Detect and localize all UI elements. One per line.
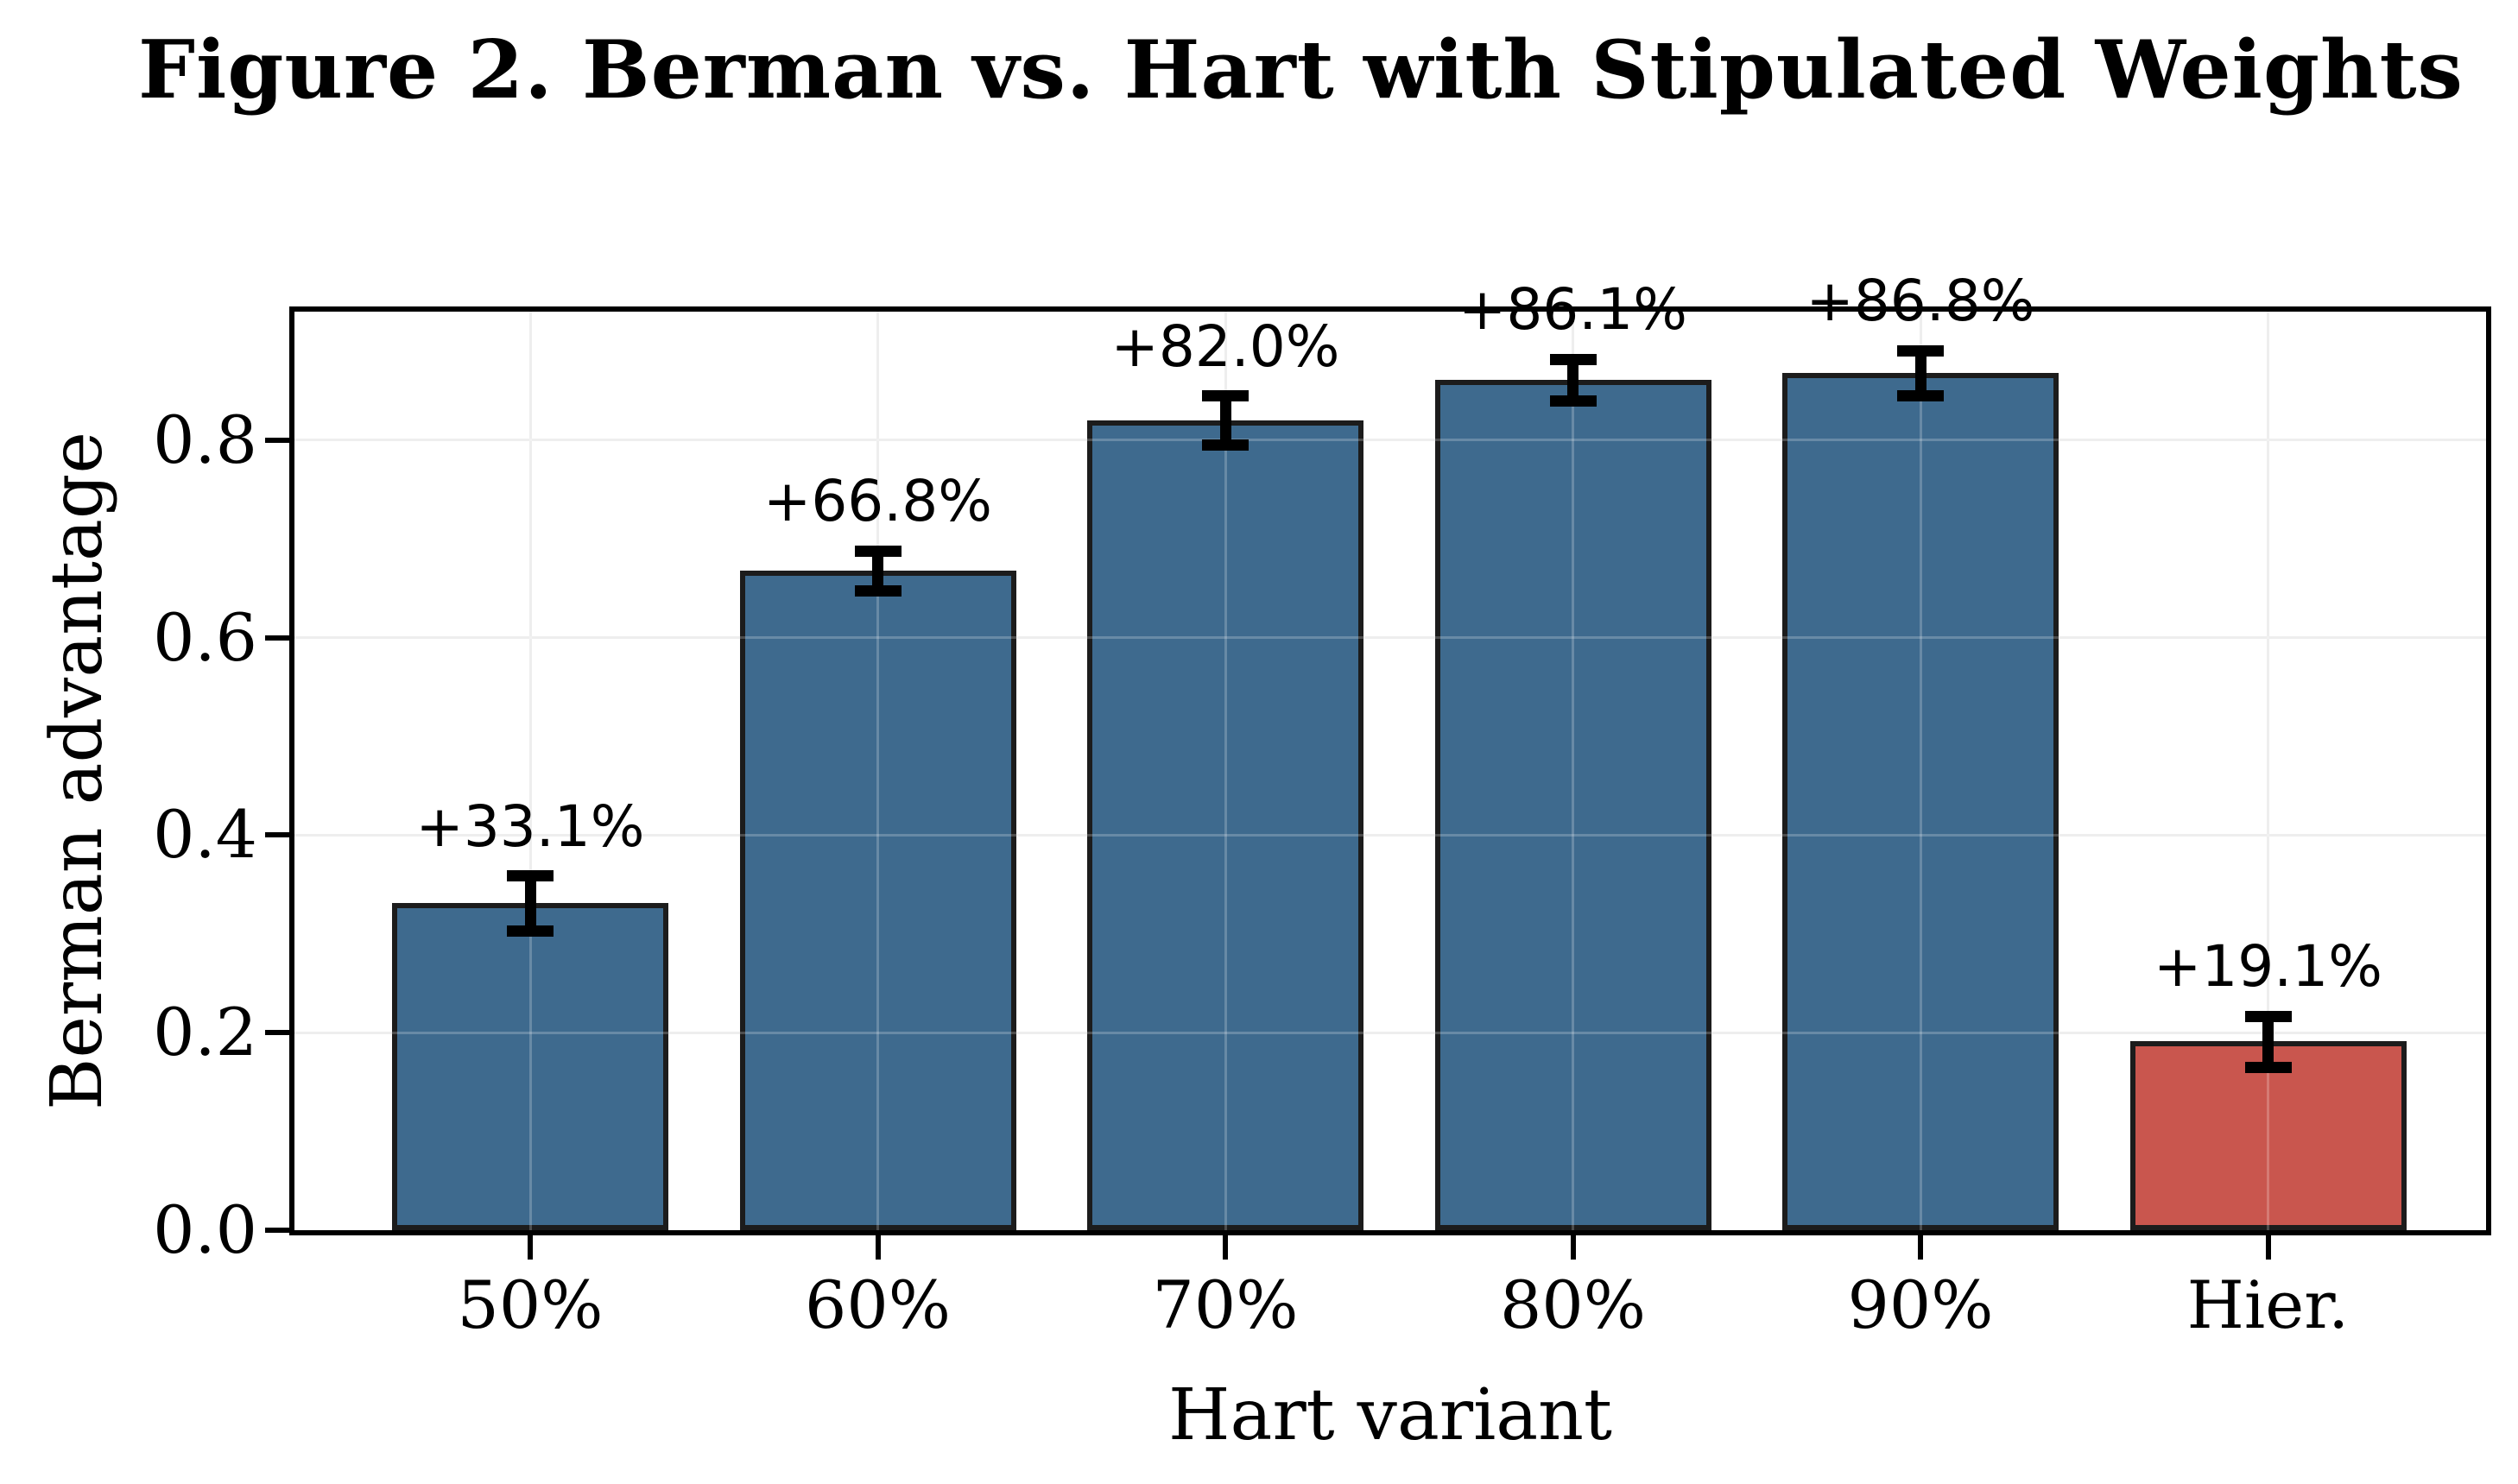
y-tick-label: 0.0 xyxy=(153,1191,257,1268)
chart-title: Figure 2. Berman vs. Hart with Stipulate… xyxy=(138,22,2464,117)
v-gridline-overlay xyxy=(528,312,532,1230)
x-tick-label: 50% xyxy=(457,1266,604,1343)
errorbar-cap-top xyxy=(507,870,554,882)
x-tick-mark xyxy=(1570,1235,1576,1260)
bar-60 xyxy=(739,571,1016,1230)
bar-70 xyxy=(1087,420,1363,1230)
h-gridline xyxy=(294,636,2486,640)
bar-50 xyxy=(392,903,668,1230)
v-gridline-overlay xyxy=(876,312,879,1230)
bar-value-label: +66.8% xyxy=(763,468,992,535)
errorbar-cap-bottom xyxy=(507,925,554,938)
v-gridline-overlay xyxy=(1572,312,1574,1230)
errorbar xyxy=(1914,350,1926,396)
v-gridline-overlay xyxy=(2267,312,2269,1230)
h-gridline xyxy=(294,439,2486,442)
h-gridline xyxy=(294,833,2486,837)
x-axis-label: Hart variant xyxy=(1168,1374,1612,1456)
plot-inner: +33.1% +66.8% +82.0% +86.1% +86.8% +19.1% xyxy=(294,269,2486,1230)
x-tick-label: 70% xyxy=(1152,1266,1299,1343)
errorbar xyxy=(1567,358,1578,401)
y-tick-mark xyxy=(265,437,289,443)
bar-90 xyxy=(1782,373,2059,1230)
bar-80 xyxy=(1434,380,1711,1230)
x-tick-label: 80% xyxy=(1500,1266,1646,1343)
x-tick-mark xyxy=(1918,1235,1923,1260)
h-gridline-overlay xyxy=(294,1031,2486,1034)
y-tick-label: 0.2 xyxy=(153,994,257,1071)
h-gridline-overlay xyxy=(294,833,2486,837)
y-tick-mark xyxy=(265,635,289,641)
y-tick-label: 0.6 xyxy=(153,598,257,676)
bar-value-label: +19.1% xyxy=(2154,933,2382,1001)
errorbar-cap-top xyxy=(854,545,902,557)
errorbar-cap-bottom xyxy=(854,584,902,597)
x-tick-mark xyxy=(528,1235,533,1260)
errorbar xyxy=(872,550,883,590)
errorbar-cap-top xyxy=(1897,344,1944,357)
x-tick-label: 60% xyxy=(805,1266,951,1343)
bar-value-label: +82.0% xyxy=(1110,313,1340,380)
bar-value-label: +86.8% xyxy=(1806,268,2035,335)
errorbar-cap-bottom xyxy=(2244,1062,2292,1074)
errorbar xyxy=(1219,395,1231,445)
x-tick-label: Hier. xyxy=(2186,1266,2350,1343)
h-gridline-overlay xyxy=(294,439,2486,442)
errorbar-cap-bottom xyxy=(1549,395,1597,407)
v-gridline-overlay xyxy=(1919,312,1922,1230)
bar-value-label: +86.1% xyxy=(1458,276,1687,344)
v-gridline xyxy=(528,312,532,1230)
plot-area: +33.1% +66.8% +82.0% +86.1% +86.8% +19.1% xyxy=(289,269,2491,1235)
h-gridline-overlay xyxy=(294,636,2486,640)
x-tick-label: 90% xyxy=(1847,1266,1994,1343)
h-gridline xyxy=(294,1031,2486,1034)
y-tick-mark xyxy=(265,1228,289,1233)
y-tick-label: 0.4 xyxy=(153,796,257,874)
y-tick-mark xyxy=(265,1030,289,1036)
errorbar xyxy=(2262,1015,2274,1068)
y-tick-label: 0.8 xyxy=(153,401,257,478)
x-tick-mark xyxy=(2265,1235,2271,1260)
errorbar-cap-bottom xyxy=(1202,439,1249,452)
errorbar-cap-top xyxy=(1549,353,1597,365)
errorbar-cap-bottom xyxy=(1897,390,1944,402)
v-gridline-overlay xyxy=(1224,312,1227,1230)
y-tick-mark xyxy=(265,832,289,838)
errorbar xyxy=(524,875,536,931)
x-tick-mark xyxy=(1223,1235,1228,1260)
errorbar-cap-top xyxy=(2244,1010,2292,1022)
errorbar-cap-top xyxy=(1202,390,1249,402)
bar-value-label: +33.1% xyxy=(415,793,645,860)
x-tick-mark xyxy=(875,1235,881,1260)
v-gridline xyxy=(2267,312,2269,1230)
